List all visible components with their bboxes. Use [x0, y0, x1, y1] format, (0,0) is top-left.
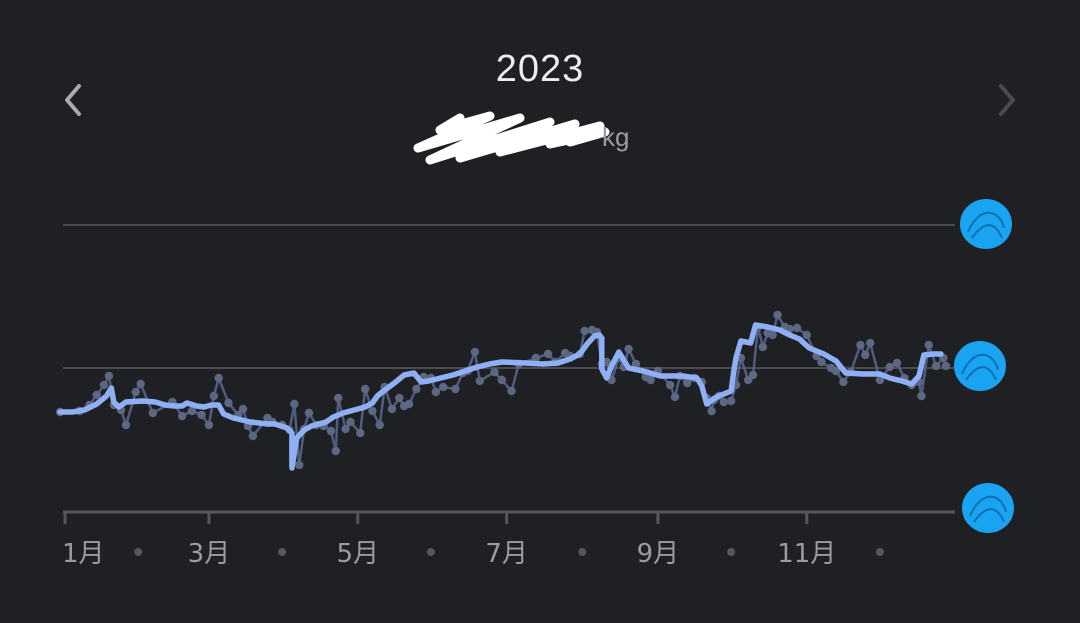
raw-data-point [326, 426, 336, 436]
raw-data-point [475, 376, 484, 386]
minor-tick-dot [875, 548, 884, 556]
raw-data-point [238, 404, 248, 414]
raw-data-point [131, 387, 140, 397]
raw-data-point [197, 410, 206, 420]
raw-data-point [304, 408, 314, 418]
raw-data-point [248, 431, 258, 441]
raw-data-point [451, 384, 460, 394]
raw-data-point [839, 377, 848, 387]
unit-label: kg [602, 122, 630, 152]
raw-data-point [507, 386, 516, 396]
raw-data-point [412, 384, 421, 394]
raw-data-point [543, 349, 553, 359]
raw-data-point [204, 420, 214, 430]
raw-data-point [395, 393, 404, 403]
raw-data-point [892, 358, 902, 368]
x-tick-label: 7月 [485, 539, 528, 569]
y-label-redaction-3 [962, 483, 1014, 533]
raw-data-point [602, 357, 611, 367]
raw-data-point [856, 340, 865, 350]
raw-data-point [99, 380, 109, 390]
raw-data-point [214, 373, 223, 383]
raw-data-point [334, 393, 343, 403]
raw-data-point [817, 357, 826, 367]
raw-data-point [924, 340, 933, 350]
raw-series-line [60, 313, 948, 467]
raw-data-point [290, 399, 299, 409]
raw-data-point [624, 344, 633, 354]
raw-data-point [861, 350, 870, 360]
raw-data-point [177, 411, 187, 421]
raw-data-point [387, 404, 397, 414]
raw-data-point [187, 406, 197, 416]
raw-data-point [631, 359, 641, 369]
raw-data-point [431, 387, 441, 397]
raw-data-point [875, 375, 885, 385]
raw-data-point [768, 330, 777, 340]
raw-data-point [136, 379, 145, 389]
y-label-redaction-2 [954, 341, 1006, 391]
y-label-redaction-1 [960, 199, 1012, 249]
raw-data-point [802, 330, 811, 340]
previous-year-button[interactable] [54, 78, 94, 122]
raw-data-point [346, 417, 355, 427]
raw-data-point [360, 384, 370, 394]
chevron-left-icon [65, 84, 81, 116]
raw-data-point [531, 353, 541, 363]
x-tick-label: 3月 [188, 539, 231, 569]
next-year-button[interactable] [986, 78, 1026, 122]
raw-data-point [470, 347, 480, 357]
raw-data-point [707, 406, 716, 416]
raw-data-point [792, 323, 802, 333]
raw-data-point [646, 375, 655, 385]
raw-data-point [356, 428, 365, 438]
raw-data-point [931, 361, 941, 371]
raw-data-point [92, 390, 101, 400]
raw-data-point [758, 342, 768, 352]
raw-data-point [209, 391, 219, 401]
raw-data-point [683, 378, 692, 388]
raw-data-point [748, 370, 758, 380]
raw-data-point [831, 366, 841, 376]
raw-data-point [719, 397, 728, 407]
chart-title-year: 2023 [495, 48, 585, 90]
raw-data-point [885, 362, 894, 372]
minor-tick-dot [427, 548, 435, 556]
raw-data-point [497, 375, 506, 385]
raw-data-point [148, 408, 158, 418]
x-tick-label: 9月 [637, 539, 680, 569]
minor-tick-dot [278, 548, 287, 556]
raw-data-point [726, 396, 736, 406]
raw-data-point [341, 424, 350, 434]
raw-data-point [295, 460, 304, 470]
x-tick-label: 5月 [337, 539, 380, 569]
x-tick-label: 11月 [777, 539, 836, 569]
x-tick-label: 1月 [62, 539, 105, 569]
raw-data-point [121, 420, 131, 430]
minor-tick-dot [134, 548, 143, 556]
minor-tick-dot [727, 548, 736, 556]
raw-data-point [490, 367, 499, 377]
raw-data-point [439, 382, 448, 392]
raw-data-point [670, 392, 680, 402]
raw-data-point [375, 420, 384, 430]
trend-series-line [57, 322, 944, 471]
average-weight-redaction [400, 108, 650, 172]
raw-data-point [665, 380, 675, 390]
raw-data-point [404, 399, 414, 409]
chevron-right-icon [999, 84, 1015, 116]
raw-data-point [580, 326, 589, 336]
raw-data-point [368, 406, 377, 416]
raw-data-point [866, 338, 875, 348]
raw-data-point [941, 361, 951, 371]
raw-data-point [331, 446, 341, 456]
raw-data-point [104, 371, 114, 381]
minor-tick-dot [578, 548, 587, 556]
raw-data-point [917, 391, 926, 401]
raw-data-point [773, 310, 782, 320]
raw-data-point [224, 398, 233, 408]
